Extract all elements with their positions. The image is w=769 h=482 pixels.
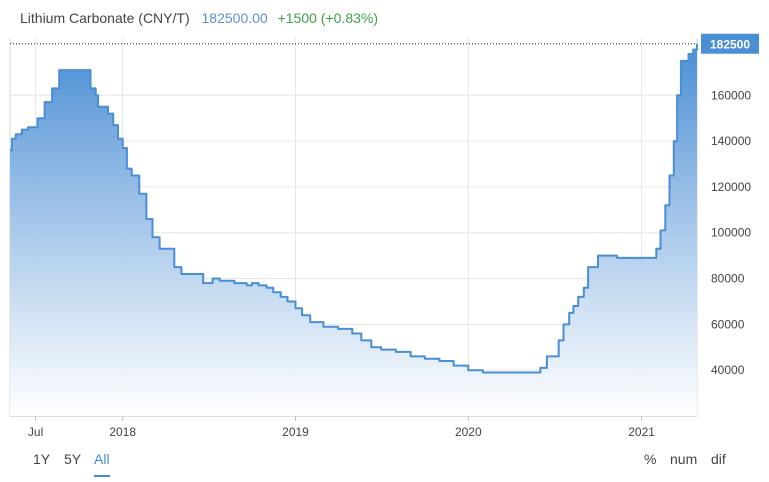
- y-tick-label: 80000: [711, 272, 745, 286]
- y-tick-label: 140000: [711, 134, 751, 148]
- x-tick-label: 2020: [455, 425, 482, 439]
- price-chart[interactable]: 40000 60000 80000 100000 120000 140000 160000 J…: [0, 0, 769, 445]
- x-tick-label: 2021: [628, 425, 655, 439]
- percent-mode-button[interactable]: %: [644, 451, 657, 467]
- current-price: 182500.00: [201, 10, 268, 26]
- price-change: +1500 (+0.83%): [277, 10, 378, 26]
- y-tick-label: 120000: [711, 180, 751, 194]
- range-5y-tab[interactable]: 5Y: [64, 451, 82, 467]
- y-tick-label: 40000: [711, 363, 745, 377]
- x-tick-label: 2019: [282, 425, 309, 439]
- difference-mode-button[interactable]: dif: [711, 451, 726, 467]
- number-mode-button[interactable]: num: [670, 451, 698, 467]
- y-tick-label: 60000: [711, 317, 745, 331]
- series-line[interactable]: [10, 43, 698, 374]
- y-tick-label: 100000: [711, 226, 751, 240]
- last-price-badge-label: 182500: [710, 38, 750, 52]
- range-all-tab[interactable]: All: [94, 451, 110, 477]
- y-tick-label: 160000: [711, 88, 751, 102]
- last-price-badge: [701, 33, 759, 54]
- series-area-fill: [10, 43, 697, 416]
- range-1y-tab[interactable]: 1Y: [33, 451, 51, 467]
- x-tick-label: 2018: [109, 425, 136, 439]
- chart-controls: 1Y 5Y All % num dif: [0, 447, 769, 477]
- instrument-name: Lithium Carbonate (CNY/T): [20, 10, 190, 26]
- x-tick-label: Jul: [28, 425, 43, 439]
- chart-header: Lithium Carbonate (CNY/T) 182500.00 +150…: [20, 10, 378, 28]
